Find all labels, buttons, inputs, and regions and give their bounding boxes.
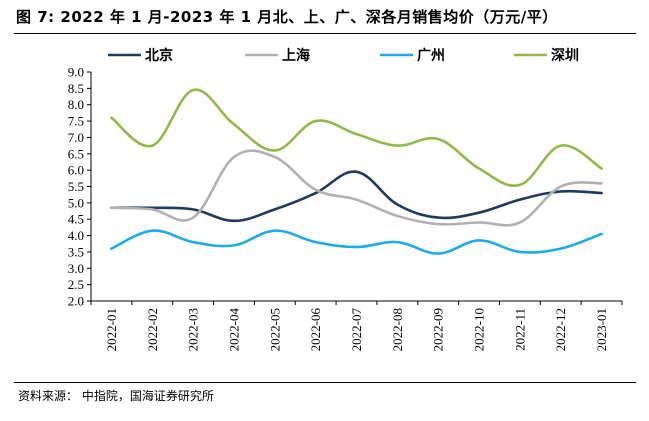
data-point	[273, 229, 276, 232]
y-tick-label: 3.0	[68, 261, 84, 276]
data-point	[233, 156, 236, 159]
data-point	[151, 144, 154, 147]
data-point	[110, 206, 113, 209]
y-tick-label: 5.0	[68, 195, 84, 210]
legend-label: 深圳	[551, 47, 579, 64]
data-point	[518, 198, 521, 201]
chart-title: 图 7: 2022 年 1 月-2023 年 1 月北、上、广、深各月销售均价（…	[16, 8, 558, 26]
y-tick-label: 9.0	[68, 65, 84, 80]
data-point	[600, 167, 603, 170]
data-point	[478, 211, 481, 214]
data-point	[600, 233, 603, 236]
data-point	[314, 241, 317, 244]
y-tick-label: 7.5	[68, 114, 84, 129]
data-point	[518, 183, 521, 186]
data-point	[233, 244, 236, 247]
data-point	[273, 156, 276, 159]
x-tick-label: 2022-02	[145, 308, 160, 351]
source-divider	[14, 382, 636, 383]
data-point	[192, 241, 195, 244]
data-point	[355, 133, 358, 136]
legend-label: 上海	[282, 47, 310, 64]
data-point	[314, 188, 317, 191]
x-tick-label: 2023-01	[594, 308, 609, 351]
data-point	[478, 167, 481, 170]
x-tick-label: 2022-12	[553, 308, 568, 351]
data-point	[559, 190, 562, 193]
data-point	[396, 241, 399, 244]
data-point	[478, 239, 481, 242]
y-tick-label: 8.0	[68, 97, 84, 112]
data-point	[192, 208, 195, 211]
chart-axes: 2.0 2.53.0 3.54.04.5 5.05.56.0 6.57.07.5 8.08…	[68, 65, 623, 352]
y-tick-label: 6.0	[68, 163, 84, 178]
data-point	[273, 149, 276, 152]
y-tick-label: 4.0	[68, 228, 84, 243]
data-point	[600, 192, 603, 195]
data-point	[600, 182, 603, 185]
data-point	[437, 216, 440, 219]
data-point	[559, 247, 562, 250]
series-line-2	[110, 149, 603, 227]
y-tick-label: 7.0	[68, 130, 84, 145]
x-tick-label: 2022-04	[226, 308, 241, 352]
data-point	[314, 192, 317, 195]
y-tick-label: 2.5	[68, 277, 84, 292]
data-point	[559, 144, 562, 147]
source-note: 资料来源： 中指院，国海证券研究所	[18, 389, 214, 403]
x-tick-label: 2022-05	[267, 308, 282, 351]
x-tick-label: 2022-11	[512, 308, 527, 351]
chart-series	[110, 88, 603, 255]
y-tick-label: 4.5	[68, 212, 84, 227]
data-point	[518, 221, 521, 224]
data-point	[355, 198, 358, 201]
data-point	[110, 116, 113, 119]
legend-label: 北京	[145, 47, 173, 64]
data-point	[192, 89, 195, 92]
chart-legend: 北京 上海 广州 深圳	[108, 47, 579, 64]
data-point	[355, 246, 358, 249]
data-point	[233, 123, 236, 126]
data-point	[437, 252, 440, 255]
legend-label: 广州	[417, 47, 445, 64]
y-tick-label: 6.5	[68, 146, 84, 161]
x-tick-label: 2022-06	[308, 308, 323, 352]
data-point	[396, 203, 399, 206]
data-point	[396, 144, 399, 147]
x-tick-label: 2022-09	[431, 308, 446, 351]
x-tick-label: 2022-08	[390, 308, 405, 351]
data-point	[396, 215, 399, 218]
data-point	[437, 223, 440, 226]
data-point	[192, 216, 195, 219]
data-point	[478, 221, 481, 224]
data-point	[559, 185, 562, 188]
y-tick-label: 5.5	[68, 179, 84, 194]
y-tick-label: 8.5	[68, 81, 84, 96]
x-tick-label: 2022-10	[472, 308, 487, 351]
series-line-3	[110, 229, 603, 255]
data-point	[355, 170, 358, 173]
data-point	[110, 247, 113, 250]
data-point	[151, 229, 154, 232]
data-point	[518, 251, 521, 254]
data-point	[314, 120, 317, 123]
data-point	[233, 219, 236, 222]
data-point	[437, 138, 440, 141]
data-point	[273, 208, 276, 211]
x-tick-label: 2022-07	[349, 308, 364, 352]
y-tick-label: 3.5	[68, 244, 84, 259]
series-line-1	[110, 170, 603, 223]
x-tick-label: 2022-03	[186, 308, 201, 351]
x-tick-label: 2022-01	[104, 308, 119, 351]
data-point	[151, 208, 154, 211]
series-line-4	[110, 88, 603, 187]
title-divider	[14, 33, 636, 34]
y-tick-label: 2.0	[68, 294, 84, 309]
